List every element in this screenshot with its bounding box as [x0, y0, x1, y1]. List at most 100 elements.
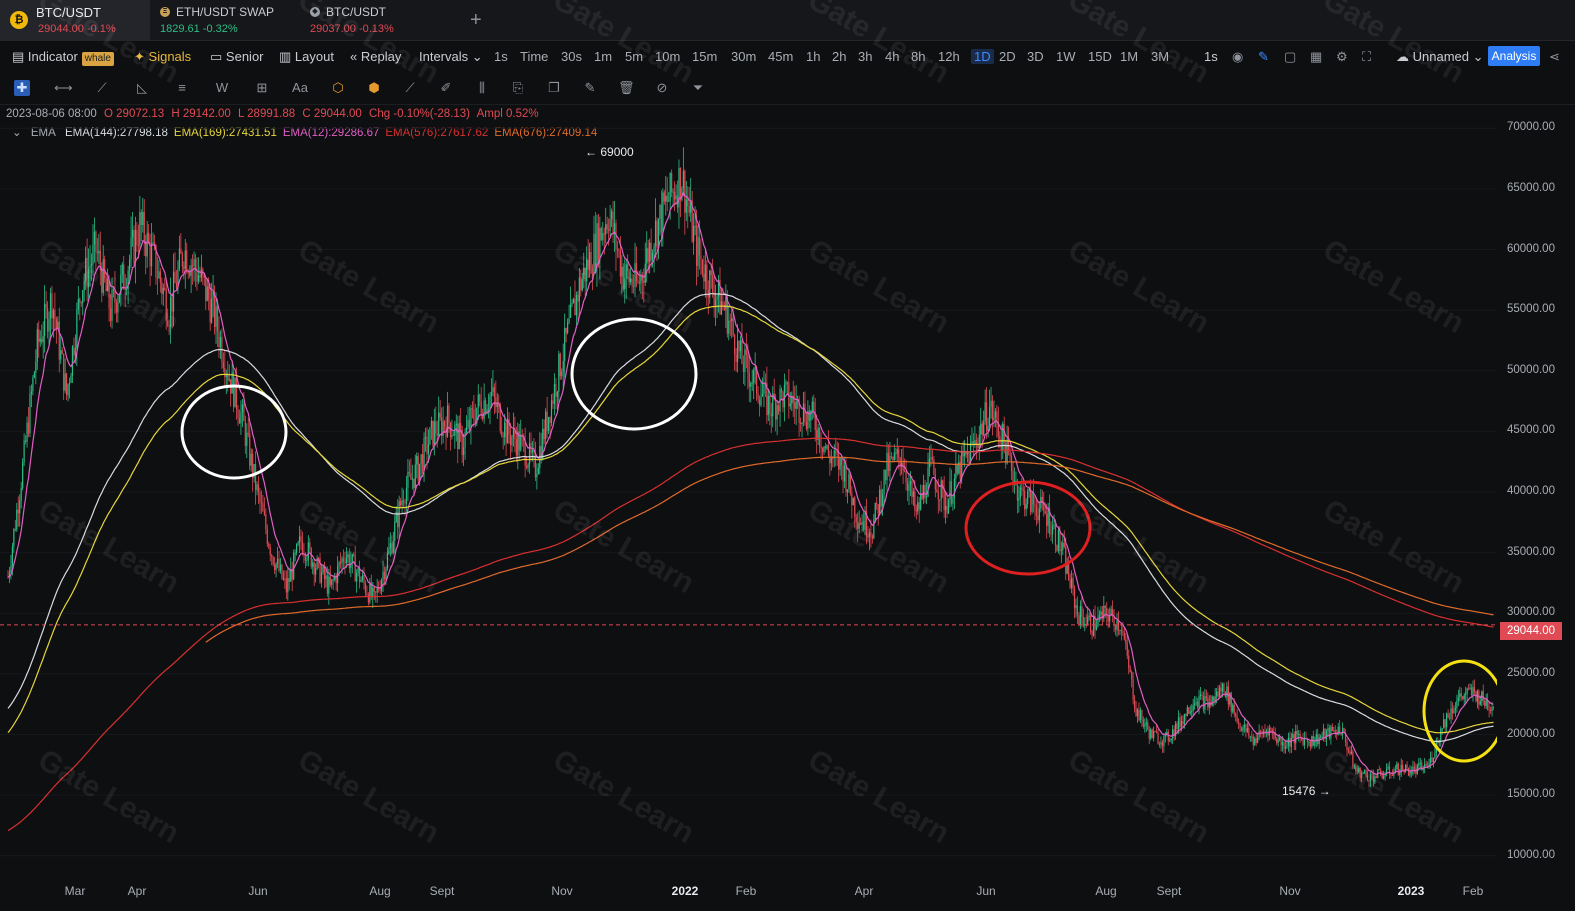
interval-3m[interactable]: 3M	[1151, 49, 1170, 64]
interval-5m[interactable]: 5m	[625, 49, 644, 64]
candle-body	[1400, 764, 1402, 773]
interval-4h[interactable]: 4h	[885, 49, 900, 64]
settings-icon[interactable]: ⚙	[1336, 49, 1348, 64]
candle-body	[489, 395, 491, 409]
candle-body	[1296, 731, 1298, 735]
copy-icon[interactable]: ⎘	[512, 80, 524, 95]
analysis-button[interactable]: Analysis	[1488, 46, 1540, 66]
camera-icon[interactable]: ◉	[1232, 49, 1244, 64]
intervals-dropdown[interactable]: Intervals ⌄	[419, 49, 483, 64]
candle-body	[801, 422, 803, 424]
candle-body	[552, 400, 554, 404]
interval-2d[interactable]: 2D	[999, 49, 1016, 64]
layout-button[interactable]: ▥ Layout	[279, 49, 334, 64]
interval-1d[interactable]: 1D	[971, 49, 994, 64]
fullscreen-icon[interactable]: ⛶	[1362, 49, 1372, 64]
pen-icon[interactable]: ✎	[1258, 49, 1269, 64]
wave-tool-icon[interactable]: W	[215, 80, 229, 95]
candle-body	[972, 441, 975, 445]
interval-30m[interactable]: 30m	[731, 49, 757, 64]
interval-1m[interactable]: 1M	[1120, 49, 1139, 64]
link-icon[interactable]: ⊘	[656, 80, 668, 95]
candle-body	[846, 489, 849, 493]
grid-icon[interactable]: ▦	[1310, 49, 1323, 64]
price-axis[interactable]: 10000.00 15000.00 20000.00 25000.00 30000.00…	[1497, 104, 1575, 880]
add-tab-icon[interactable]: +	[470, 9, 482, 31]
interval-45m[interactable]: 45m	[768, 49, 794, 64]
interval-2h[interactable]: 2h	[832, 49, 847, 64]
candle-body	[792, 395, 794, 403]
candle-body	[694, 225, 696, 227]
interval-3h[interactable]: 3h	[858, 49, 873, 64]
tab-eth-usdt-swap[interactable]: Ξ ETH/USDT SWAP 1829.61 -0.32%	[154, 0, 294, 40]
filter-icon[interactable]: ⏷	[692, 80, 704, 95]
candle-body	[382, 571, 384, 581]
interval-1w[interactable]: 1W	[1056, 49, 1076, 64]
magnet-icon[interactable]: ⬡	[332, 80, 344, 95]
interval-8h[interactable]: 8h	[911, 49, 926, 64]
candle-body	[218, 331, 220, 348]
candle-body	[1487, 700, 1489, 710]
trash-icon[interactable]: 🗑	[618, 80, 635, 95]
interval-1s[interactable]: 1s	[494, 49, 508, 64]
candle-body	[1147, 722, 1149, 730]
candle-body	[556, 391, 558, 397]
interval-15m[interactable]: 15m	[692, 49, 718, 64]
candle-body	[326, 575, 328, 594]
interval-1h[interactable]: 1h	[806, 49, 821, 64]
candle-body	[329, 576, 331, 585]
drawing-icon[interactable]: ▢	[1284, 49, 1297, 64]
candle-body	[1053, 524, 1055, 526]
candle-body	[1362, 772, 1364, 774]
interval-30s[interactable]: 30s	[561, 49, 582, 64]
time-tick-label: Aug	[369, 884, 391, 898]
parallel-lines-icon[interactable]: ≡	[178, 80, 186, 95]
last-price-tag: 29044.00	[1500, 622, 1562, 640]
price-tick-label: 15000.00	[1507, 788, 1555, 801]
right-interval[interactable]: 1s	[1204, 49, 1218, 64]
share-icon[interactable]: ⋖	[1549, 49, 1560, 64]
candle-body	[656, 220, 658, 248]
brush-icon[interactable]: ✐	[440, 80, 452, 95]
indicator-button[interactable]: ▤ Indicator whale	[12, 49, 114, 66]
candle-body	[687, 199, 689, 207]
candle-body	[108, 279, 110, 309]
collapse-icon[interactable]: ⌄	[12, 127, 22, 139]
candles-icon[interactable]: ⫼	[479, 80, 485, 95]
candle-body	[580, 277, 582, 291]
rectangle-tool-icon[interactable]: ⊞	[256, 80, 268, 95]
candle-body	[591, 273, 594, 275]
tab-btc-usdt[interactable]: ₿ BTC/USDT 29044.00 -0.1%	[0, 0, 150, 40]
candle-body	[791, 395, 793, 404]
edit-icon[interactable]: ✎	[584, 80, 596, 95]
signals-button[interactable]: ✦ Signals	[134, 49, 192, 64]
horizontal-line-icon[interactable]: ⟷	[54, 80, 73, 95]
clone-icon[interactable]: ❐	[548, 80, 560, 95]
ruler-icon[interactable]: ⟋	[405, 80, 415, 95]
candle-body	[971, 441, 973, 443]
candle-body	[64, 373, 66, 391]
time-axis[interactable]: Mar Apr Jun Aug Sept Nov 2022 Feb Apr Jun Aug Sept N…	[0, 880, 1497, 911]
senior-button[interactable]: ▭ Senior	[210, 49, 264, 64]
candle-body	[1066, 563, 1068, 574]
trend-line-icon[interactable]: ⟋	[97, 80, 107, 95]
text-tool-icon[interactable]: Aa	[292, 80, 308, 95]
lock-drawing-icon[interactable]: ⬢	[368, 80, 380, 95]
price-chart[interactable]	[0, 104, 1497, 880]
tab-btc-usdt-2[interactable]: ◆ BTC/USDT 29037.00 -0.13%	[304, 0, 444, 40]
candle-body	[46, 307, 49, 332]
interval-1m[interactable]: 1m	[594, 49, 613, 64]
interval-time[interactable]: Time	[520, 49, 549, 64]
crosshair-icon[interactable]: ✚	[14, 80, 30, 96]
interval-10m[interactable]: 10m	[655, 49, 681, 64]
angle-tool-icon[interactable]: ◺	[137, 80, 147, 95]
replay-button[interactable]: « Replay	[350, 49, 402, 64]
candle-body	[880, 489, 882, 507]
interval-15d[interactable]: 15D	[1088, 49, 1112, 64]
ema-label[interactable]: EMA	[30, 127, 56, 139]
candle-body	[744, 349, 746, 372]
candle-body	[668, 200, 670, 202]
interval-3d[interactable]: 3D	[1027, 49, 1044, 64]
interval-12h[interactable]: 12h	[938, 49, 960, 64]
template-dropdown[interactable]: ☁ Unnamed ⌄	[1396, 49, 1484, 64]
